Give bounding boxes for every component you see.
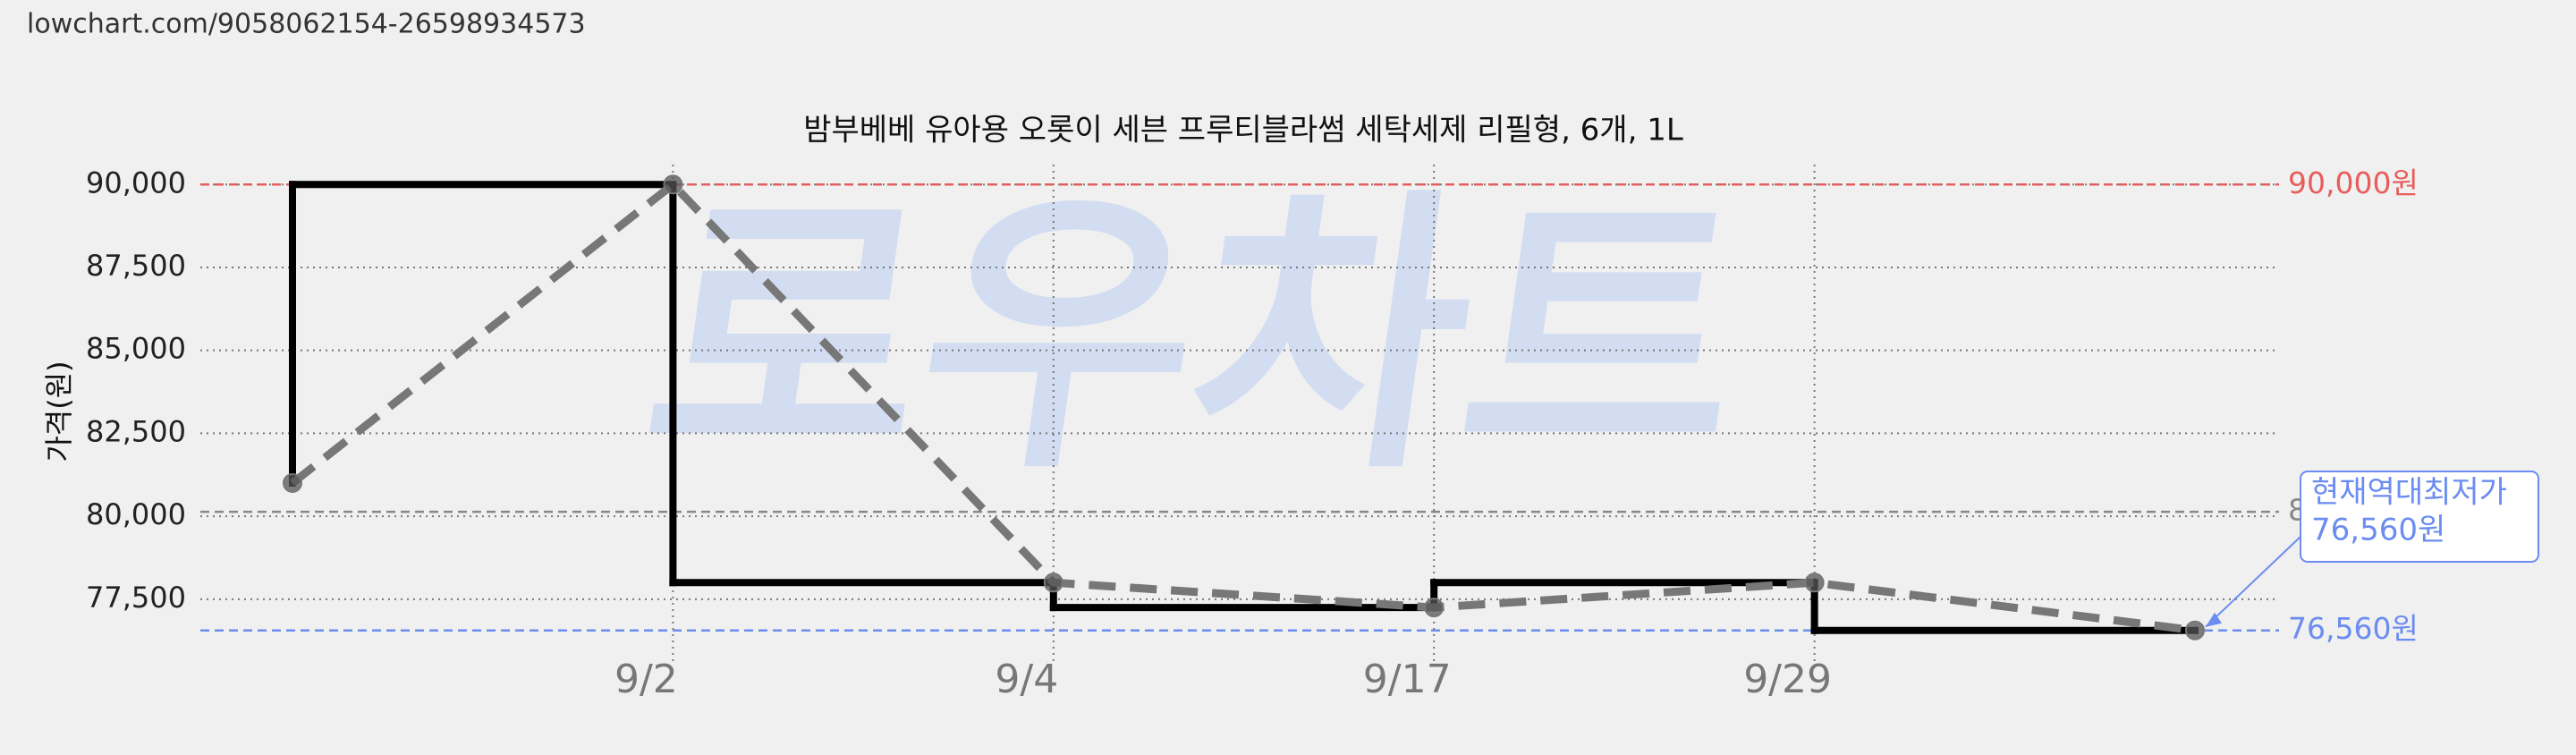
annotation-text: 76,560원: [2311, 513, 2445, 548]
x-tick-label: 9/17: [1363, 657, 1452, 702]
y-tick-label: 85,000: [86, 332, 186, 366]
x-tick-label: 9/4: [995, 657, 1058, 702]
annotation-arrow: [2205, 534, 2303, 628]
price-point: [1804, 573, 1825, 593]
y-tick-label: 80,000: [86, 497, 186, 531]
annotation-box: [2300, 471, 2539, 563]
price-point: [2185, 620, 2205, 640]
price-point: [1424, 598, 1445, 618]
y-tick-label: 87,500: [86, 249, 186, 283]
price-point: [1043, 573, 1063, 593]
y-axis-label: 가격(원): [42, 361, 76, 462]
y-tick-label: 77,500: [86, 581, 186, 615]
chart-title: 밤부베베 유아용 오롯이 세븐 프루티블라썸 세탁세제 리필형, 6개, 1L: [803, 113, 1683, 148]
reference-label: 76,560원: [2288, 611, 2419, 646]
price-point: [283, 473, 302, 494]
reference-label: 90,000원: [2288, 165, 2419, 200]
x-tick-label: 9/2: [614, 657, 678, 702]
url: lowchart.com/9058062154-26598934573: [27, 9, 586, 40]
watermark: 로우차트: [629, 165, 1763, 509]
y-tick-label: 82,500: [86, 414, 186, 448]
annotation-text: 현재역대최저가: [2311, 475, 2507, 511]
y-tick-label: 90,000: [86, 165, 186, 199]
price-point: [663, 174, 683, 195]
x-tick-label: 9/29: [1743, 657, 1832, 702]
annotation-arrowhead: [2206, 612, 2222, 627]
price-line: [290, 179, 2196, 635]
